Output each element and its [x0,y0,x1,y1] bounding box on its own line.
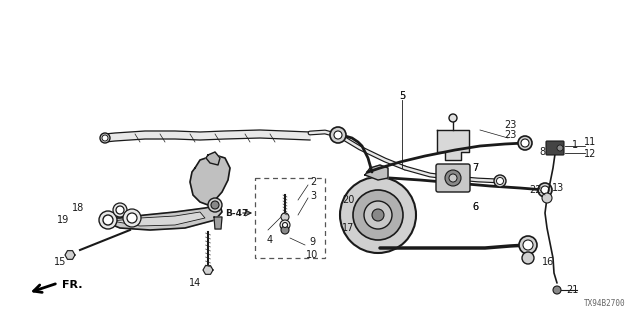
Polygon shape [190,155,230,205]
Circle shape [494,175,506,187]
Text: 13: 13 [552,183,564,193]
Text: 5: 5 [399,91,405,101]
Circle shape [99,211,117,229]
Circle shape [211,201,219,209]
Circle shape [521,139,529,147]
Polygon shape [203,266,213,274]
Text: 12: 12 [584,149,596,159]
Polygon shape [214,217,222,229]
Polygon shape [365,165,388,180]
Circle shape [330,127,346,143]
Circle shape [334,131,342,139]
Polygon shape [105,205,222,230]
Text: FR.: FR. [62,280,83,290]
Circle shape [127,213,137,223]
Circle shape [208,198,222,212]
Circle shape [542,193,552,203]
FancyBboxPatch shape [436,164,470,192]
Circle shape [519,236,537,254]
Circle shape [364,201,392,229]
Text: 21: 21 [566,285,578,295]
Circle shape [100,133,110,143]
Polygon shape [112,212,205,226]
Text: 7: 7 [472,163,478,173]
Circle shape [103,215,113,225]
Polygon shape [437,130,469,160]
Circle shape [445,170,461,186]
Text: 1: 1 [572,140,578,150]
Circle shape [280,220,290,230]
Text: 8: 8 [539,147,545,157]
Text: 7: 7 [472,163,478,173]
Text: 2: 2 [310,177,316,187]
Circle shape [113,203,127,217]
Text: 17: 17 [342,223,354,233]
Polygon shape [206,152,220,165]
Text: 16: 16 [542,257,554,267]
Circle shape [123,209,141,227]
Text: 23: 23 [504,130,516,140]
Text: 19: 19 [57,215,69,225]
Polygon shape [65,251,75,259]
Text: 6: 6 [472,202,478,212]
Text: 6: 6 [472,202,478,212]
Circle shape [541,186,549,194]
Circle shape [449,114,457,122]
Text: 9: 9 [309,237,315,247]
Circle shape [281,226,289,234]
Text: 20: 20 [342,195,354,205]
Circle shape [523,240,533,250]
Circle shape [353,190,403,240]
Text: 14: 14 [189,278,201,288]
Circle shape [497,178,504,185]
Text: 23: 23 [504,120,516,130]
Text: 18: 18 [72,203,84,213]
Text: 5: 5 [399,91,405,101]
Circle shape [538,183,552,197]
Circle shape [518,136,532,150]
Text: B-47: B-47 [225,209,249,218]
Text: 15: 15 [54,257,66,267]
Circle shape [282,222,287,228]
Circle shape [102,135,108,141]
Circle shape [372,209,384,221]
Text: 11: 11 [584,137,596,147]
Circle shape [281,213,289,221]
Text: 22: 22 [529,185,541,195]
Text: 3: 3 [310,191,316,201]
Circle shape [116,206,124,214]
Circle shape [449,174,457,182]
Circle shape [553,286,561,294]
Text: TX94B2700: TX94B2700 [584,299,625,308]
Text: 10: 10 [306,250,318,260]
Text: 4: 4 [267,235,273,245]
Circle shape [557,145,563,151]
FancyBboxPatch shape [546,141,564,155]
Circle shape [340,177,416,253]
Polygon shape [105,130,310,142]
Circle shape [522,252,534,264]
